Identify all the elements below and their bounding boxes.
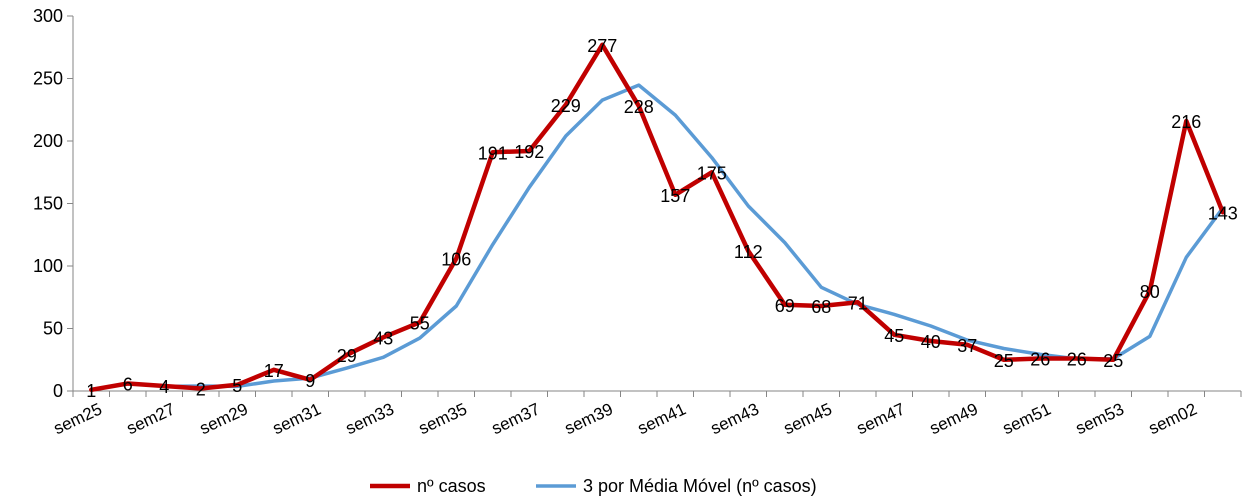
x-tick-label: sem25 [51, 399, 105, 438]
data-label: 228 [624, 97, 654, 117]
x-tick-label: sem45 [781, 399, 835, 438]
x-tick-label: sem29 [197, 399, 251, 438]
series-line-media-movel [162, 83, 1225, 389]
x-axis-ticks: sem25 sem27 sem29 sem31 sem33 sem35 sem37 sem39… [51, 391, 1242, 438]
series-line-casos [89, 42, 1226, 393]
data-label: 106 [441, 250, 471, 270]
data-label: 175 [697, 163, 727, 183]
x-tick-label: sem51 [1000, 399, 1054, 438]
data-label: 26 [1030, 350, 1050, 370]
data-label: 80 [1140, 282, 1160, 302]
data-label: 1 [86, 381, 96, 401]
data-label: 55 [410, 313, 430, 333]
x-tick-label: sem31 [270, 399, 324, 438]
x-tick-label: sem39 [562, 399, 616, 438]
data-label: 68 [811, 297, 831, 317]
x-tick-label: sem02 [1146, 399, 1200, 438]
y-tick-label: 200 [33, 131, 63, 151]
data-label: 43 [373, 328, 393, 348]
data-label: 191 [478, 143, 508, 163]
data-label: 71 [848, 293, 868, 313]
data-label: 229 [551, 96, 581, 116]
data-label: 6 [123, 375, 133, 395]
series-lines [89, 42, 1226, 393]
y-tick-label: 150 [33, 194, 63, 214]
legend: nº casos 3 por Média Móvel (nº casos) [370, 476, 817, 496]
data-label: 69 [775, 296, 795, 316]
y-tick-label: 250 [33, 69, 63, 89]
data-label: 4 [159, 377, 169, 397]
data-label: 45 [884, 326, 904, 346]
chart-axes [72, 16, 1241, 392]
y-axis-ticks: 0 50 100 150 200 250 300 [33, 6, 73, 401]
data-label: 157 [660, 186, 690, 206]
data-label: 40 [921, 332, 941, 352]
x-tick-label: sem37 [489, 399, 543, 438]
legend-label-media-movel: 3 por Média Móvel (nº casos) [583, 476, 817, 496]
data-label: 5 [232, 376, 242, 396]
x-tick-label: sem33 [343, 399, 397, 438]
data-label: 216 [1171, 112, 1201, 132]
x-tick-label: sem35 [416, 399, 470, 438]
x-tick-label: sem41 [635, 399, 689, 438]
data-label: 112 [734, 242, 763, 262]
x-tick-label: sem27 [124, 399, 178, 438]
x-tick-label: sem49 [927, 399, 981, 438]
data-label: 143 [1208, 203, 1238, 223]
legend-label-casos: nº casos [417, 476, 486, 496]
x-tick-label: sem43 [708, 399, 762, 438]
y-tick-label: 0 [53, 381, 63, 401]
data-label: 37 [957, 336, 977, 356]
y-tick-label: 100 [33, 256, 63, 276]
data-label: 25 [1103, 351, 1123, 371]
x-tick-label: sem47 [854, 399, 908, 438]
data-label: 192 [514, 142, 544, 162]
y-tick-label: 50 [43, 319, 63, 339]
y-tick-label: 300 [33, 6, 63, 26]
data-label: 2 [196, 380, 206, 400]
data-label: 17 [264, 361, 284, 381]
x-tick-label: sem53 [1073, 399, 1127, 438]
data-label: 26 [1067, 350, 1087, 370]
data-label: 9 [305, 371, 315, 391]
data-label: 277 [587, 36, 617, 56]
data-label: 25 [994, 351, 1014, 371]
data-label: 29 [337, 346, 357, 366]
